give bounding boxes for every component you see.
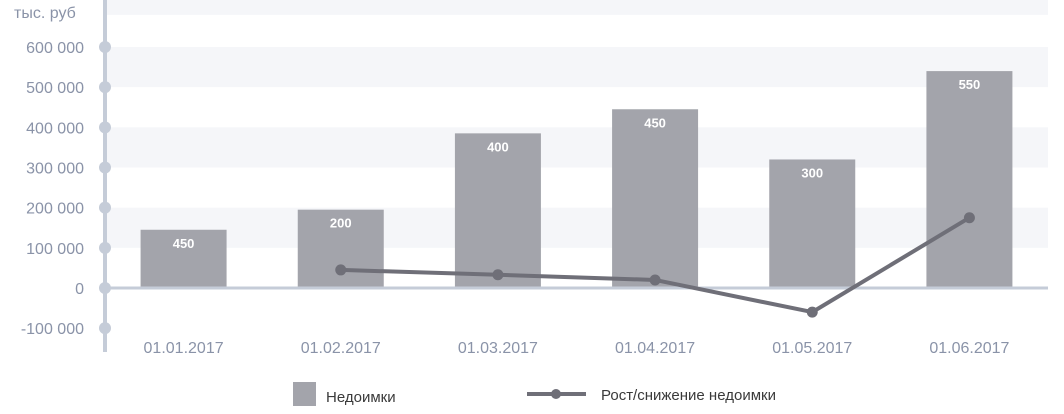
x-tick-label: 01.05.2017 [772, 340, 852, 357]
y-tick-label: 600 000 [26, 40, 84, 57]
bar-data-label: 450 [173, 236, 195, 251]
y-tick-label: 500 000 [26, 80, 84, 97]
y-tick-label: 400 000 [26, 120, 84, 137]
bar-data-label: 300 [801, 165, 823, 180]
legend-line-marker [551, 389, 561, 399]
y-tick-label: 200 000 [26, 201, 84, 218]
y-tick-marker [99, 282, 111, 294]
y-tick-marker [99, 201, 111, 214]
x-tick-label: 01.04.2017 [615, 340, 695, 357]
y-tick-label: 0 [75, 281, 84, 298]
x-tick-label: 01.02.2017 [301, 340, 381, 357]
growth-point [963, 212, 975, 224]
growth-line [335, 212, 975, 318]
x-axis-labels: 01.01.2017 01.02.2017 01.03.2017 01.04.2017… [144, 340, 1010, 357]
legend-bar-label: Недоимки [326, 389, 396, 406]
bar [926, 71, 1013, 288]
legend-line-label: Рост/снижение недоимки [601, 387, 776, 404]
y-tick-label: 100 000 [26, 241, 84, 258]
bar [612, 109, 699, 288]
y-tick-label: 300 000 [26, 161, 84, 178]
bar-data-label: 550 [959, 77, 981, 92]
growth-point [492, 269, 504, 281]
x-tick-label: 01.01.2017 [144, 340, 224, 357]
legend-bar-swatch [293, 382, 316, 406]
bar [454, 133, 541, 288]
bars: 450 200 400 450 300 550 [140, 71, 1013, 288]
x-tick-label: 01.03.2017 [458, 340, 538, 357]
growth-point [335, 264, 347, 276]
growth-point [649, 274, 661, 286]
y-tick-marker [99, 241, 111, 254]
grid-band [105, 47, 1048, 88]
grid-band [105, 0, 1048, 15]
bar-data-label: 400 [487, 139, 509, 154]
legend: Недоимки Рост/снижение недоимки [293, 382, 776, 406]
growth-point [806, 306, 818, 318]
y-tick-marker [99, 121, 111, 134]
bar-data-label: 450 [644, 115, 666, 130]
bar-data-label: 200 [330, 216, 352, 231]
y-tick-marker [99, 161, 111, 174]
y-tick-marker [99, 322, 111, 335]
y-axis-unit: тыс. руб [14, 5, 76, 22]
y-tick-marker [99, 41, 111, 53]
grid-band [105, 127, 1048, 168]
y-tick-label: -100 000 [21, 321, 84, 338]
grid-bands [105, 0, 1048, 248]
bar [140, 229, 227, 288]
y-axis: -100 000 0 100 000 200 000 300 000 400 000 500… [21, 0, 111, 352]
y-tick-marker [99, 81, 111, 94]
bar [769, 159, 856, 288]
grid-band [105, 207, 1048, 248]
x-tick-label: 01.06.2017 [929, 340, 1009, 357]
